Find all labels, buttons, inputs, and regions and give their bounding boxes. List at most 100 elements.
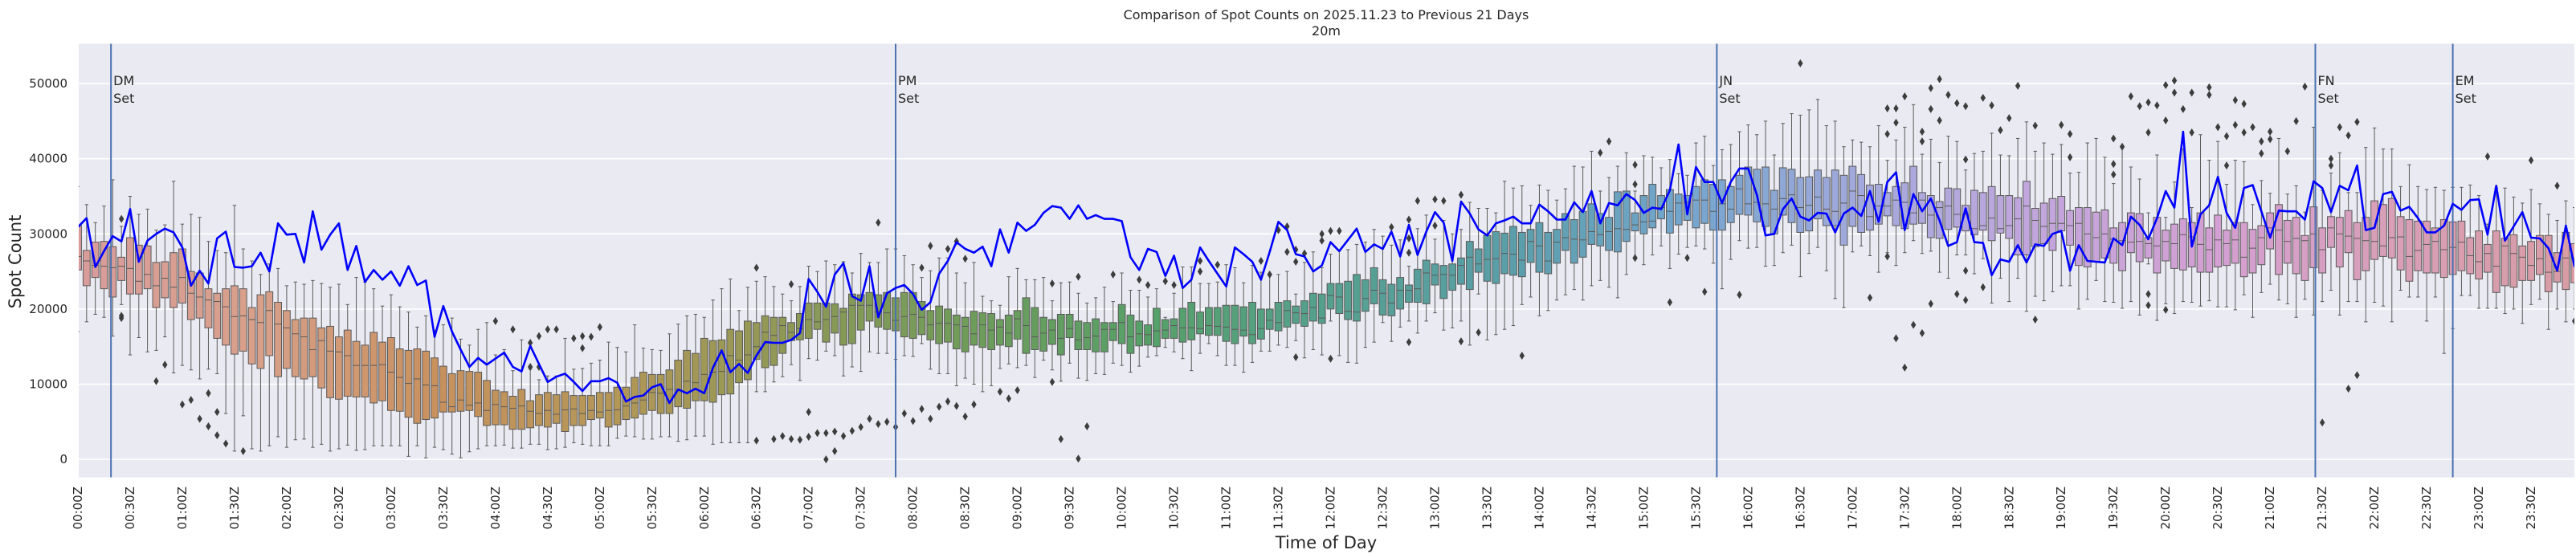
box-iqr — [735, 330, 743, 384]
box-iqr — [2353, 222, 2362, 280]
box-iqr — [595, 392, 604, 419]
box-iqr — [2562, 231, 2570, 291]
box-263 — [2362, 147, 2370, 323]
box-iqr — [152, 262, 161, 308]
box-iqr — [361, 344, 369, 397]
x-tick-label: 05:00Z — [593, 487, 607, 530]
outlier-point — [867, 414, 872, 423]
outlier-point — [797, 435, 803, 444]
box-113 — [1056, 282, 1065, 382]
outlier-point — [1162, 277, 1168, 286]
box-156 — [1431, 238, 1439, 314]
box-iqr — [413, 348, 422, 424]
box-iqr — [291, 319, 300, 377]
outlier-point — [2145, 290, 2151, 299]
outlier-point — [2319, 418, 2325, 427]
box-iqr — [143, 245, 152, 290]
outlier-point — [1684, 254, 1690, 263]
box-50 — [508, 370, 517, 449]
box-33 — [361, 281, 369, 450]
box-iqr — [1074, 320, 1083, 350]
box-18 — [231, 205, 239, 452]
x-axis-ticks: 00:00Z 00:30Z 01:00Z 01:30Z 02:00Z 02:30Z 03:0… — [71, 487, 2538, 530]
box-60 — [595, 360, 604, 446]
x-tick-label: 18:30Z — [2002, 487, 2016, 530]
box-20 — [247, 260, 256, 450]
box-iqr — [1831, 169, 1839, 226]
outlier-point — [2328, 154, 2334, 163]
box-13 — [186, 214, 195, 371]
box-27 — [308, 279, 317, 448]
outlier-point — [1049, 279, 1055, 288]
box-iqr — [2135, 213, 2144, 263]
outlier-point — [1389, 222, 1394, 231]
outlier-point — [1301, 249, 1308, 258]
box-48 — [491, 354, 500, 446]
box-266 — [2387, 149, 2396, 323]
box-iqr — [2023, 181, 2031, 256]
box-iqr — [483, 380, 491, 426]
box-iqr — [1378, 279, 1387, 316]
box-iqr — [283, 310, 291, 369]
x-tick-label: 07:30Z — [854, 487, 868, 530]
x-tick-label: 16:30Z — [1793, 487, 1807, 530]
box-274 — [2457, 186, 2466, 296]
box-10 — [161, 224, 169, 338]
outlier-point — [2259, 149, 2264, 158]
box-257 — [2309, 126, 2318, 316]
x-tick-label: 23:30Z — [2524, 487, 2538, 530]
box-272 — [2439, 189, 2448, 354]
box-iqr — [265, 291, 274, 356]
outlier-point — [780, 432, 786, 441]
outlier-point — [2302, 82, 2308, 91]
outlier-point — [1989, 101, 1994, 110]
box-iqr — [1344, 280, 1353, 320]
box-153 — [1405, 266, 1413, 322]
box-iqr — [1413, 268, 1422, 303]
outlier-point — [579, 344, 586, 352]
outlier-point — [1084, 422, 1090, 430]
box-14 — [195, 217, 204, 380]
box-iqr — [1978, 192, 1987, 231]
box-iqr — [1953, 188, 1962, 228]
box-237 — [2135, 178, 2144, 316]
box-6 — [126, 196, 134, 356]
box-144 — [1326, 254, 1335, 322]
outlier-point — [2163, 116, 2169, 124]
box-iqr — [2292, 217, 2300, 275]
box-172 — [1570, 165, 1578, 291]
outlier-point — [788, 280, 794, 289]
outlier-point — [1798, 59, 1803, 67]
outlier-point — [1632, 254, 1638, 263]
outlier-point — [571, 334, 577, 343]
box-134 — [1239, 282, 1248, 373]
box-248 — [2231, 160, 2239, 311]
outlier-point — [2241, 128, 2247, 136]
outlier-point — [884, 417, 890, 426]
outlier-point — [1884, 129, 1890, 138]
box-iqr — [2231, 222, 2239, 264]
outlier-point — [928, 414, 933, 423]
outlier-point — [206, 422, 211, 430]
box-30 — [335, 283, 343, 450]
box-iqr — [352, 340, 361, 397]
box-150 — [1378, 235, 1387, 324]
box-iqr — [369, 332, 378, 404]
box-131 — [1213, 281, 1222, 356]
box-iqr — [491, 389, 500, 426]
box-177 — [1614, 165, 1622, 299]
box-iqr — [2318, 227, 2327, 274]
box-152 — [1396, 239, 1405, 328]
box-iqr — [1292, 305, 1300, 324]
box-iqr — [317, 327, 326, 389]
box-224 — [2023, 121, 2031, 312]
box-iqr — [1787, 169, 1796, 223]
outlier-point — [188, 396, 194, 405]
box-iqr — [804, 302, 813, 339]
box-26 — [300, 283, 308, 440]
x-tick-label: 19:30Z — [2106, 487, 2121, 530]
box-283 — [2535, 203, 2544, 300]
y-tick-label: 10000 — [29, 377, 67, 392]
x-tick-label: 23:00Z — [2472, 487, 2486, 530]
box-iqr — [1170, 318, 1178, 339]
